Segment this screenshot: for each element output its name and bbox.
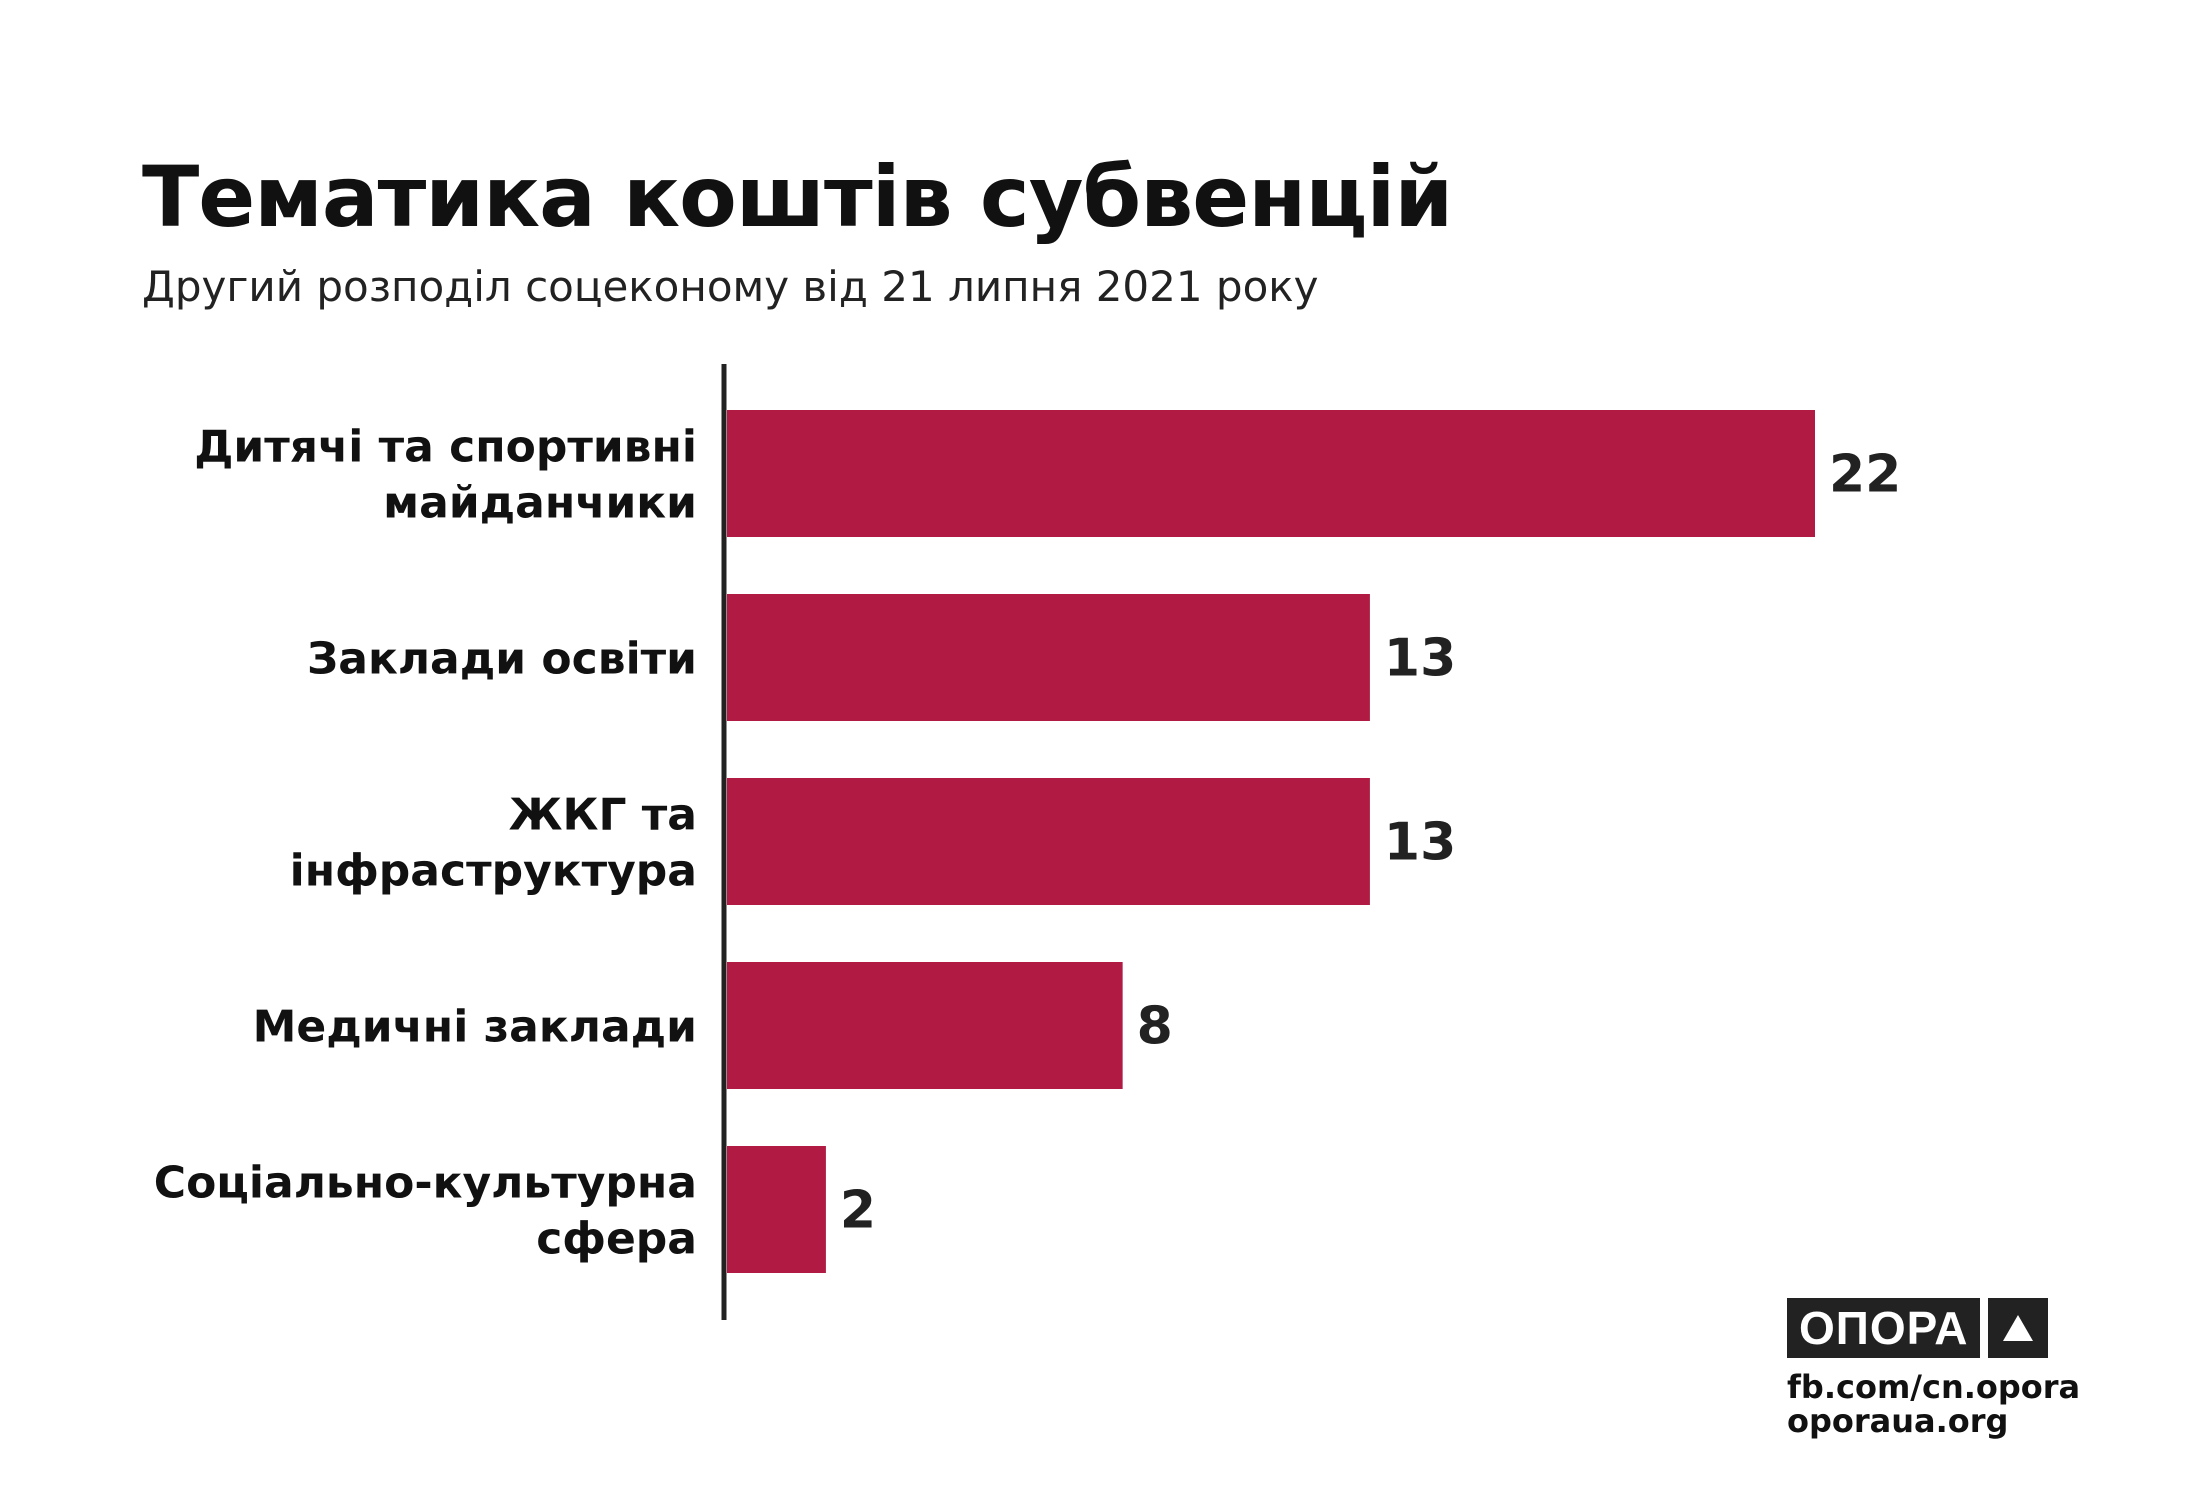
category-label: інфраструктура — [290, 846, 697, 897]
bar — [727, 962, 1123, 1089]
category-label: Заклади освіти — [307, 634, 697, 685]
logo-text: ОПОРА — [1787, 1298, 1981, 1358]
triangle-icon — [1988, 1298, 2049, 1358]
category-label: Соціально-культурна — [154, 1158, 697, 1209]
website-link[interactable]: oporaua.org — [1787, 1402, 2009, 1440]
opora-logo: ОПОРА — [1787, 1298, 2049, 1358]
bar — [727, 1146, 826, 1273]
bar — [727, 594, 1370, 721]
category-label: майданчики — [383, 478, 697, 529]
bar — [727, 778, 1370, 905]
value-label: 13 — [1384, 629, 1456, 689]
value-label: 8 — [1137, 997, 1173, 1057]
value-label: 2 — [840, 1181, 876, 1241]
value-label: 13 — [1384, 813, 1456, 873]
category-label: Медичні заклади — [253, 1002, 697, 1053]
bar — [727, 410, 1815, 537]
chart-subtitle: Другий розподіл соцеконому від 21 липня … — [142, 262, 1319, 311]
value-label: 22 — [1829, 445, 1901, 505]
category-label: ЖКГ та — [509, 790, 697, 841]
facebook-link[interactable]: fb.com/cn.opora — [1787, 1368, 2081, 1406]
footer-links: fb.com/cn.opora oporaua.org — [1787, 1370, 2080, 1438]
category-label: сфера — [536, 1214, 697, 1265]
category-label: Дитячі та спортивні — [194, 422, 697, 473]
chart-title: Тематика коштів субвенцій — [142, 148, 1453, 246]
